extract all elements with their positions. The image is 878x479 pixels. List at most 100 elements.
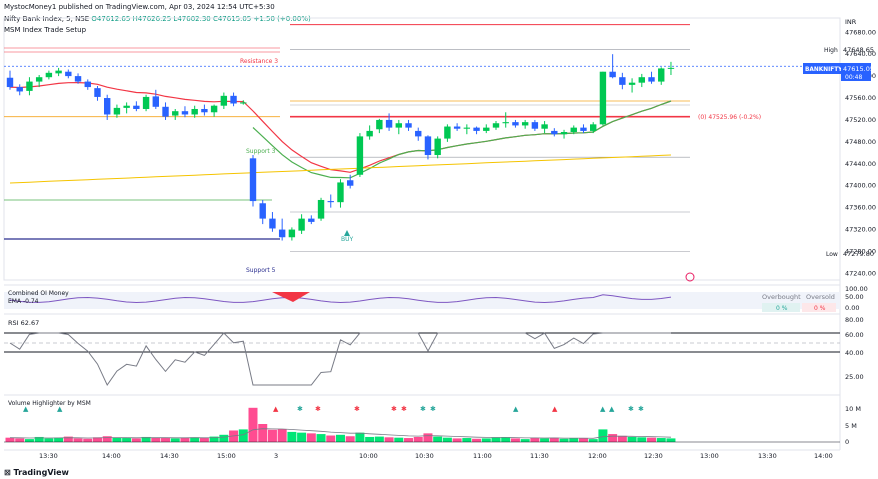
candle-body [162,106,169,117]
volume-bar [5,437,15,442]
candle-body [94,88,101,97]
volume-bar [442,437,452,442]
rsi-tick: 40.00 [845,349,864,357]
volume-bar [491,437,501,442]
time-tick-label: 14:30 [160,452,179,460]
volume-bar [102,436,112,442]
candle-body [638,77,645,83]
candle-body [395,123,402,128]
support-3-label: Support 3 [246,148,276,155]
candle-body [317,199,325,219]
volume-tick: 5 M [845,422,857,430]
candle-body [249,158,257,202]
volume-bar [394,437,404,442]
volume-bar [199,438,209,442]
volume-bar [277,429,287,442]
time-tick-label: 13:00 [700,452,719,460]
volume-bar [161,438,171,442]
candle-body [65,71,72,77]
oversold-value: 0 % [814,305,826,312]
volume-marker: ✱ [430,405,436,413]
candle-body [181,111,189,115]
candle-body [444,126,451,139]
volume-bar [617,435,627,442]
price-tick-label: 47680.00 [845,28,876,36]
volume-bar [190,437,200,442]
currency-label: INR [845,18,857,26]
brand-text: TradingView [13,468,69,477]
volume-bar [345,436,355,442]
volume-marker: ✱ [391,405,397,413]
candle-body [609,71,616,78]
time-tick-label: 13:30 [758,452,777,460]
alert-icon [685,272,695,282]
resistance-3-label: Resistance 3 [240,58,278,65]
volume-bar [608,434,618,442]
candle-body [327,201,334,203]
volume-bar [549,437,559,442]
volume-bar [15,438,25,442]
volume-bar [404,438,414,442]
volume-bar [365,436,375,442]
volume-bar [306,433,316,442]
volume-bar [335,434,345,442]
oscillator-ema: EMA -0.74 [8,298,39,305]
time-tick-label: 12:00 [588,452,607,460]
candle-body [619,77,626,85]
time-tick-label: 3 [274,452,278,460]
volume-bar [433,436,443,442]
volume-marker: ✱ [297,405,303,413]
volume-bar [24,439,34,442]
candle-body [74,76,82,82]
time-tick-label: 12:30 [644,452,663,460]
volume-bar [287,431,297,442]
volume-bar [355,432,365,442]
volume-bar [209,436,219,442]
volume-bar [180,437,190,442]
buy-signal-label: BUY [341,236,354,243]
candle-body [667,67,675,69]
volume-bar [34,436,44,442]
volume-marker: ▲ [273,405,279,413]
volume-marker: ✱ [420,405,426,413]
volume-bar [112,437,122,442]
price-pane-border [3,17,841,281]
candle-body [356,136,364,175]
price-tick-label: 47280.00 [845,247,876,255]
volume-bar [238,429,248,442]
volume-bar [637,437,647,442]
price-tick-label: 47560.00 [845,94,876,102]
candle-body [453,126,461,129]
candle-body [210,105,218,113]
volume-bar [92,437,102,442]
rsi-title: RSI 62.67 [8,319,39,327]
candle-body [84,81,91,88]
candle-body [298,218,305,231]
candle-body [104,98,111,115]
volume-bar [520,439,530,442]
volume-bar [588,439,598,442]
oscillator-signal [272,292,310,302]
candle-body [123,105,130,108]
volume-bar [83,438,93,442]
low-tag-value: 47279.80 [843,250,874,258]
price-tick-label: 47520.00 [845,116,876,124]
price-tick-label: 47480.00 [845,138,876,146]
candle-body [133,105,140,109]
candle-body [492,123,500,128]
price-tick-label: 47440.00 [845,160,876,168]
time-tick-label: 13:30 [39,452,58,460]
publish-caption: MystocMoney1 published on TradingView.co… [4,3,275,11]
candle-body [308,218,315,222]
volume-bar [462,438,472,442]
candle-body [531,122,539,129]
volume-marker: ▲ [513,405,519,413]
candle-body [366,130,373,137]
volume-bar [44,438,54,442]
time-tick-label: 10:00 [359,452,378,460]
low-tag-label: Low [826,251,838,258]
candle-body [152,96,159,107]
volume-bar [647,437,657,442]
volume-bar [170,438,180,442]
